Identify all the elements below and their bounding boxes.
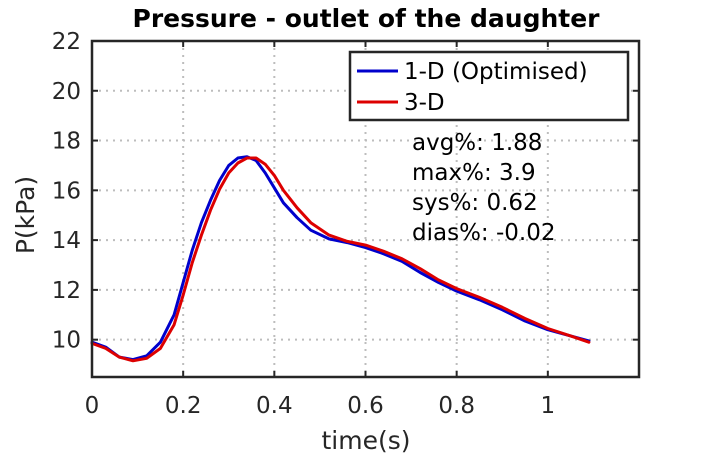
- stat-annotation-line: dias%: -0.02: [412, 220, 556, 246]
- y-tick-label: 18: [52, 129, 81, 155]
- legend-entry-1: 3-D: [404, 90, 445, 116]
- stat-annotation-line: avg%: 1.88: [412, 130, 542, 156]
- x-tick-label: 0.8: [438, 393, 475, 419]
- series-line-1: [90, 156, 591, 363]
- x-tick-label: 0.2: [165, 393, 202, 419]
- x-tick-label: 0: [85, 393, 100, 419]
- y-tick-label: 14: [52, 228, 81, 254]
- x-tick-label: 0.6: [347, 393, 384, 419]
- y-tick-label: 20: [52, 79, 81, 105]
- x-tick-label: 0.4: [256, 393, 293, 419]
- x-tick-label: 1: [541, 393, 556, 419]
- chart-title: Pressure - outlet of the daughter: [133, 4, 601, 33]
- legend-entry-0: 1-D (Optimised): [404, 59, 588, 85]
- stat-annotation-line: max%: 3.9: [412, 160, 536, 186]
- y-tick-label: 12: [52, 278, 81, 304]
- y-tick-label: 16: [52, 178, 81, 204]
- legend: 1-D (Optimised) 3-D: [348, 50, 630, 122]
- stat-annotation-line: sys%: 0.62: [412, 190, 538, 216]
- legend-box: [348, 50, 630, 122]
- y-tick-label: 22: [52, 29, 81, 55]
- y-tick-label: 10: [52, 328, 81, 354]
- series-line-0: [90, 155, 591, 362]
- stats-annotation: avg%: 1.88 max%: 3.9 sys%: 0.62 dias%: -0.0…: [412, 130, 556, 246]
- y-axis-label: P(kPa): [11, 176, 40, 254]
- x-axis-label: time(s): [321, 426, 410, 455]
- axis-ticks: 0 0.2 0.4 0.6 0.8 1 10 12 14 16 18 20 22: [52, 29, 639, 419]
- series-layer: [90, 155, 591, 363]
